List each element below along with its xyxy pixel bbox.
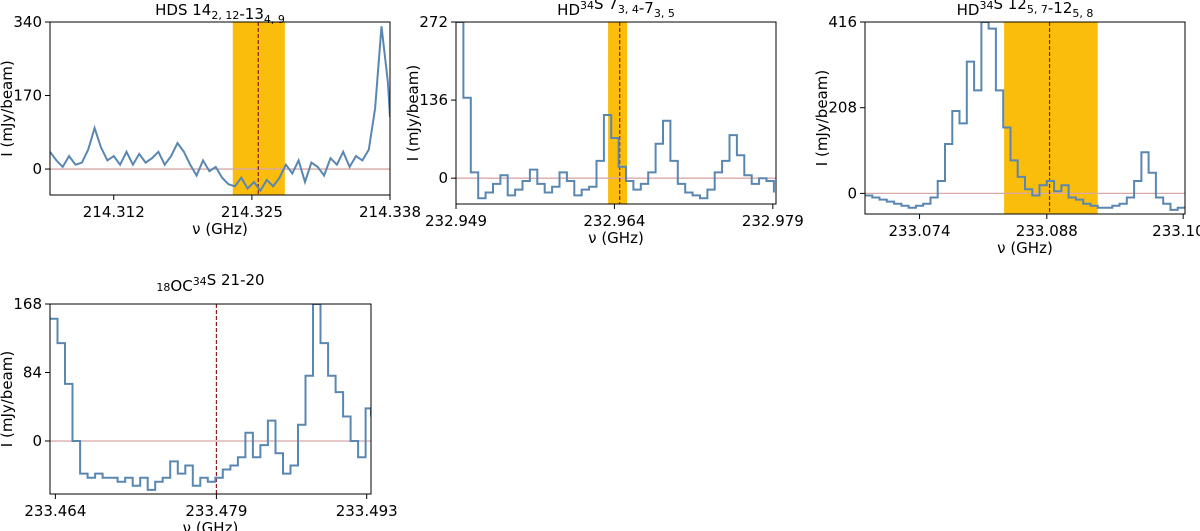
title-subscript: 5, 8 bbox=[1072, 7, 1093, 20]
panel-1: 214.312 214.325 214.338 0 170 340 ν (GHz) I (mJ… bbox=[0, 1, 421, 238]
title-subscript: 3, 5 bbox=[654, 7, 675, 20]
title-text: HD bbox=[957, 1, 980, 19]
panel-title: HD34S 73, 4-73, 5 bbox=[557, 0, 675, 20]
title-text: OC bbox=[170, 277, 192, 295]
y-axis-label: I (mJy/beam) bbox=[0, 60, 16, 156]
x-tick-label: 233.464 bbox=[24, 502, 86, 520]
x-tick-label: 214.312 bbox=[83, 203, 145, 221]
y-tick-label: 170 bbox=[13, 87, 42, 105]
spectrum-series-1 bbox=[50, 304, 371, 491]
plot-frame bbox=[864, 21, 1186, 215]
x-tick-label: 232.979 bbox=[742, 212, 804, 230]
panel-title: 18OC34S 21-20 bbox=[156, 271, 264, 295]
title-text: -12 bbox=[1048, 0, 1073, 17]
title-subscript: 3, 4 bbox=[618, 3, 639, 16]
title-text: -7 bbox=[639, 0, 654, 17]
panel-title: HD34S 125, 7-125, 8 bbox=[957, 0, 1094, 20]
y-axis-label: I (mJy/beam) bbox=[813, 70, 831, 166]
spectrum-series-1 bbox=[50, 26, 390, 193]
x-axis-label: ν (GHz) bbox=[192, 220, 248, 238]
title-subscript: 4, 9 bbox=[264, 13, 285, 26]
plot-frame bbox=[49, 303, 372, 495]
x-tick-label: 232.964 bbox=[583, 212, 645, 230]
title-subscript: 2, 12 bbox=[211, 9, 239, 22]
x-tick-label: 232.949 bbox=[425, 212, 487, 230]
y-tick-label: 0 bbox=[32, 432, 42, 450]
y-tick-label: 272 bbox=[419, 13, 448, 31]
plot-frame bbox=[455, 21, 777, 205]
y-axis-label: I (mJy/beam) bbox=[404, 65, 422, 161]
title-supscript: 34 bbox=[193, 275, 207, 288]
title-text: HDS 14 bbox=[155, 1, 211, 19]
title-text: S 7 bbox=[594, 0, 618, 13]
x-tick-label: 214.338 bbox=[359, 203, 421, 221]
panel-3: 233.074 233.088 233.103 0 208 416 ν (GHz) I (mJ… bbox=[813, 0, 1200, 257]
y-tick-label: 208 bbox=[828, 99, 857, 117]
title-text: HD bbox=[557, 1, 580, 19]
x-axis-label: ν (GHz) bbox=[588, 229, 644, 247]
x-tick-label: 233.103 bbox=[1152, 222, 1200, 240]
spectrum-series-1 bbox=[865, 22, 1185, 211]
x-tick-label: 233.088 bbox=[1016, 222, 1078, 240]
spectrum-series-1 bbox=[456, 22, 775, 200]
title-supscript: 18 bbox=[156, 281, 170, 294]
y-tick-label: 0 bbox=[847, 184, 857, 202]
title-text: S 21-20 bbox=[207, 271, 265, 289]
x-tick-label: 233.074 bbox=[889, 222, 951, 240]
title-text: S 12 bbox=[993, 0, 1026, 13]
title-subscript: 5, 7 bbox=[1027, 3, 1048, 16]
x-axis-label: ν (GHz) bbox=[997, 239, 1053, 257]
plot-frame bbox=[49, 21, 391, 196]
title-text: -13 bbox=[239, 5, 264, 23]
title-supscript: 34 bbox=[979, 0, 993, 12]
x-tick-label: 214.325 bbox=[221, 203, 283, 221]
y-tick-label: 0 bbox=[438, 169, 448, 187]
y-tick-label: 340 bbox=[13, 13, 42, 31]
panel-4: 233.464 233.479 233.493 0 84 168 ν (GHz) I (mJy… bbox=[0, 271, 398, 531]
frequency-band bbox=[608, 22, 628, 204]
y-tick-label: 136 bbox=[419, 91, 448, 109]
y-tick-label: 84 bbox=[23, 363, 42, 381]
y-tick-label: 168 bbox=[13, 295, 42, 313]
y-axis-label: I (mJy/beam) bbox=[0, 351, 16, 447]
frequency-band bbox=[1004, 22, 1098, 214]
title-supscript: 34 bbox=[580, 0, 594, 12]
x-tick-label: 233.493 bbox=[336, 502, 398, 520]
x-axis-label: ν (GHz) bbox=[183, 519, 239, 531]
panel-title: HDS 142, 12-134, 9 bbox=[155, 1, 285, 26]
y-tick-label: 0 bbox=[32, 160, 42, 178]
panel-2: 232.949 232.964 232.979 0 136 272 ν (GHz) I (mJ… bbox=[404, 0, 804, 247]
y-tick-label: 416 bbox=[828, 13, 857, 31]
x-tick-label: 233.479 bbox=[185, 502, 247, 520]
